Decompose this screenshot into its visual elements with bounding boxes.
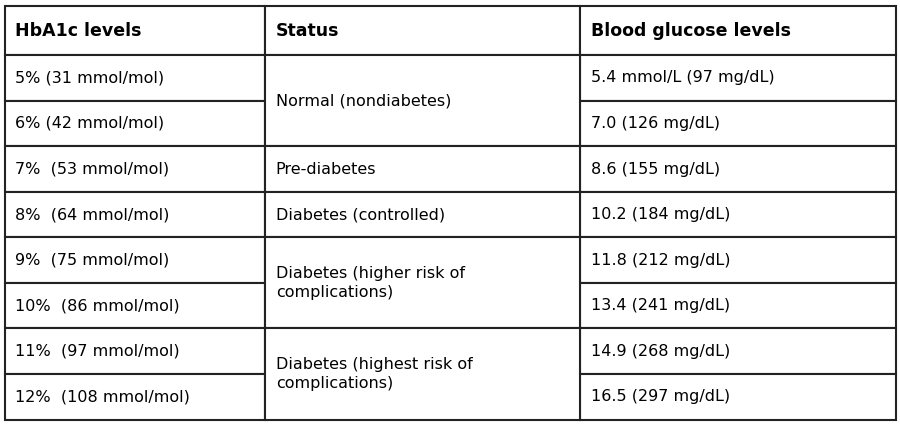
Bar [580, 283, 896, 328]
Text: 13.4 (241 mg/dL): 13.4 (241 mg/dL) [591, 298, 730, 313]
Bar [4, 328, 265, 374]
Bar [4, 101, 265, 146]
Text: 11%  (97 mmol/mol): 11% (97 mmol/mol) [15, 344, 180, 359]
Text: Diabetes (controlled): Diabetes (controlled) [275, 207, 445, 222]
Text: 5.4 mmol/L (97 mg/dL): 5.4 mmol/L (97 mg/dL) [591, 70, 775, 86]
Text: 8%  (64 mmol/mol): 8% (64 mmol/mol) [15, 207, 170, 222]
Text: 7%  (53 mmol/mol): 7% (53 mmol/mol) [15, 161, 169, 176]
Bar [580, 374, 896, 420]
Bar [580, 101, 896, 146]
Text: 10%  (86 mmol/mol): 10% (86 mmol/mol) [15, 298, 180, 313]
Bar [265, 237, 580, 328]
Bar [4, 192, 265, 237]
Bar [265, 6, 580, 55]
Text: Diabetes (higher risk of
complications): Diabetes (higher risk of complications) [275, 265, 464, 300]
Bar [580, 6, 896, 55]
Bar [265, 328, 580, 420]
Bar [4, 6, 265, 55]
Bar [265, 146, 580, 192]
Text: Normal (nondiabetes): Normal (nondiabetes) [275, 93, 451, 108]
Text: Pre-diabetes: Pre-diabetes [275, 161, 376, 176]
Bar [4, 283, 265, 328]
Text: 9%  (75 mmol/mol): 9% (75 mmol/mol) [15, 253, 169, 268]
Text: 10.2 (184 mg/dL): 10.2 (184 mg/dL) [591, 207, 731, 222]
Bar [580, 192, 896, 237]
Text: 5% (31 mmol/mol): 5% (31 mmol/mol) [15, 70, 165, 86]
Text: 6% (42 mmol/mol): 6% (42 mmol/mol) [15, 116, 165, 131]
Bar [580, 237, 896, 283]
Text: 14.9 (268 mg/dL): 14.9 (268 mg/dL) [591, 344, 730, 359]
Bar [4, 237, 265, 283]
Bar [265, 55, 580, 146]
Bar [580, 328, 896, 374]
Text: 16.5 (297 mg/dL): 16.5 (297 mg/dL) [591, 389, 730, 404]
Bar [580, 146, 896, 192]
Text: Blood glucose levels: Blood glucose levels [591, 22, 791, 40]
Text: 12%  (108 mmol/mol): 12% (108 mmol/mol) [15, 389, 190, 404]
Text: 7.0 (126 mg/dL): 7.0 (126 mg/dL) [591, 116, 720, 131]
Bar [4, 55, 265, 101]
Bar [265, 192, 580, 237]
Bar [580, 55, 896, 101]
Text: 11.8 (212 mg/dL): 11.8 (212 mg/dL) [591, 253, 731, 268]
Text: HbA1c levels: HbA1c levels [15, 22, 142, 40]
Bar [4, 146, 265, 192]
Bar [4, 374, 265, 420]
Text: Status: Status [275, 22, 339, 40]
Text: 8.6 (155 mg/dL): 8.6 (155 mg/dL) [591, 161, 720, 176]
Text: Diabetes (highest risk of
complications): Diabetes (highest risk of complications) [275, 357, 472, 391]
